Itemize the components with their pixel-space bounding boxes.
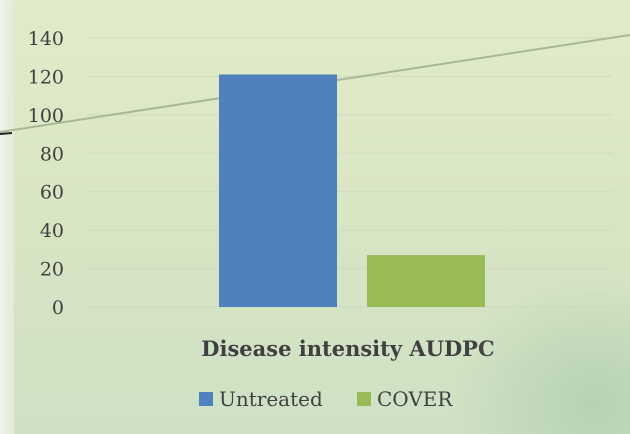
x-axis-title: Disease intensity AUDPC — [201, 336, 494, 361]
legend-label-cover: COVER — [377, 387, 453, 411]
y-tick-label-40: 40 — [40, 220, 64, 242]
y-tick-label-60: 60 — [40, 182, 64, 204]
bar-untreated — [219, 74, 337, 307]
legend-swatch-cover — [357, 392, 371, 406]
bar-cover — [367, 255, 485, 307]
legend-swatch-untreated — [199, 392, 213, 406]
y-tick-label-120: 120 — [28, 66, 64, 88]
legend: Untreated COVER — [199, 387, 453, 411]
y-tick-label-0: 0 — [52, 297, 64, 319]
bars — [219, 74, 485, 307]
y-tick-label-80: 80 — [40, 143, 64, 165]
y-axis-ticks: 0 20 40 60 80 100 120 140 — [28, 28, 64, 319]
left-edge-mark — [0, 132, 13, 135]
legend-label-untreated: Untreated — [219, 387, 323, 411]
gridlines — [88, 37, 612, 308]
y-tick-label-100: 100 — [28, 105, 64, 127]
y-tick-label-20: 20 — [40, 259, 64, 281]
y-tick-label-140: 140 — [28, 28, 64, 50]
